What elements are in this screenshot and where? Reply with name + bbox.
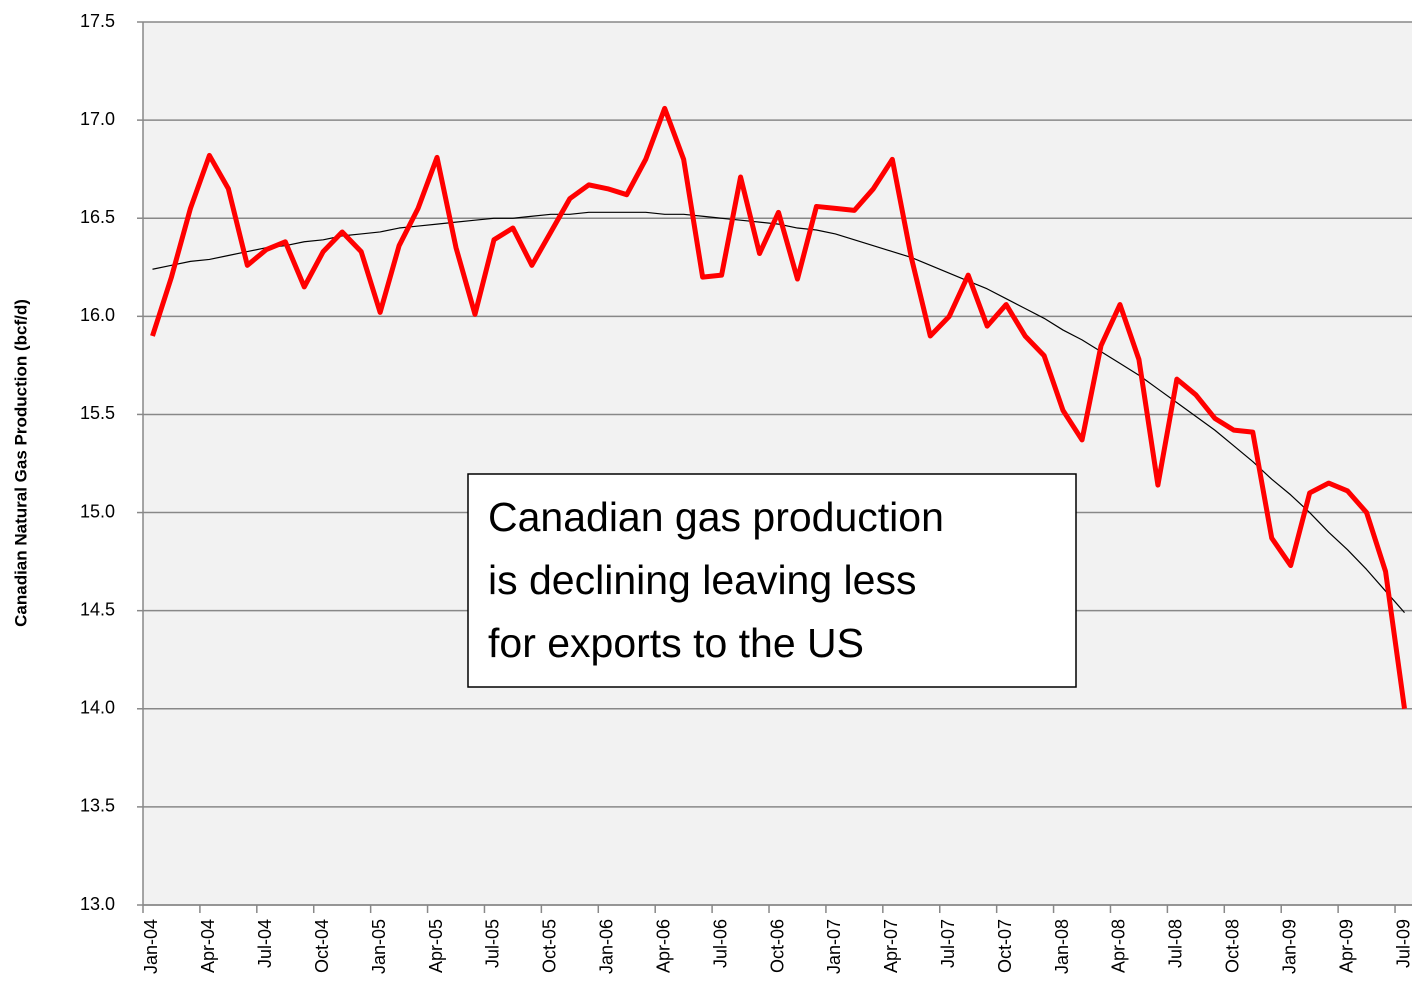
x-tick-label: Apr-08 (1109, 919, 1129, 973)
x-tick-label: Jul-06 (710, 919, 730, 968)
y-tick-label: 14.0 (80, 698, 115, 718)
y-tick-label: 15.0 (80, 501, 115, 521)
y-tick-label: 16.0 (80, 305, 115, 325)
y-tick-label: 17.5 (80, 11, 115, 31)
annotation-text: is declining leaving less (488, 557, 916, 603)
y-tick-label: 14.5 (80, 599, 115, 619)
page: Canadian Natural Gas Production (bcf/d) … (0, 0, 1412, 1006)
y-axis-label: Canadian Natural Gas Production (bcf/d) (11, 299, 30, 627)
x-tick-label: Apr-05 (426, 919, 446, 973)
y-tick-label: 15.5 (80, 403, 115, 423)
annotation-text: Canadian gas production (488, 494, 944, 540)
x-tick-label: Jan-05 (369, 919, 389, 974)
x-tick-label: Jan-06 (597, 919, 617, 974)
x-tick-label: Jul-08 (1166, 919, 1186, 968)
x-tick-label: Jul-04 (255, 919, 275, 968)
x-tick-label: Jul-05 (483, 919, 503, 968)
y-tick-label: 13.0 (80, 894, 115, 914)
x-tick-label: Apr-09 (1336, 919, 1356, 973)
annotation-text: for exports to the US (488, 620, 864, 666)
x-tick-label: Oct-05 (540, 919, 560, 973)
x-tick-label: Oct-07 (995, 919, 1015, 973)
y-tick-label: 16.5 (80, 207, 115, 227)
x-tick-label: Oct-06 (767, 919, 787, 973)
x-tick-label: Oct-04 (312, 919, 332, 973)
x-tick-label: Jul-09 (1393, 919, 1412, 968)
x-tick-label: Jan-07 (824, 919, 844, 974)
y-tick-label: 17.0 (80, 109, 115, 129)
plot-background (143, 22, 1412, 905)
chart: Canadian Natural Gas Production (bcf/d) … (0, 0, 1412, 1006)
x-tick-label: Oct-08 (1223, 919, 1243, 973)
x-tick-label: Apr-07 (881, 919, 901, 973)
y-tick-label: 13.5 (80, 796, 115, 816)
x-tick-label: Apr-04 (198, 919, 218, 973)
x-tick-label: Jan-04 (141, 919, 161, 974)
x-tick-label: Jan-09 (1279, 919, 1299, 974)
x-tick-label: Apr-06 (653, 919, 673, 973)
x-tick-label: Jan-08 (1052, 919, 1072, 974)
x-tick-label: Jul-07 (938, 919, 958, 968)
